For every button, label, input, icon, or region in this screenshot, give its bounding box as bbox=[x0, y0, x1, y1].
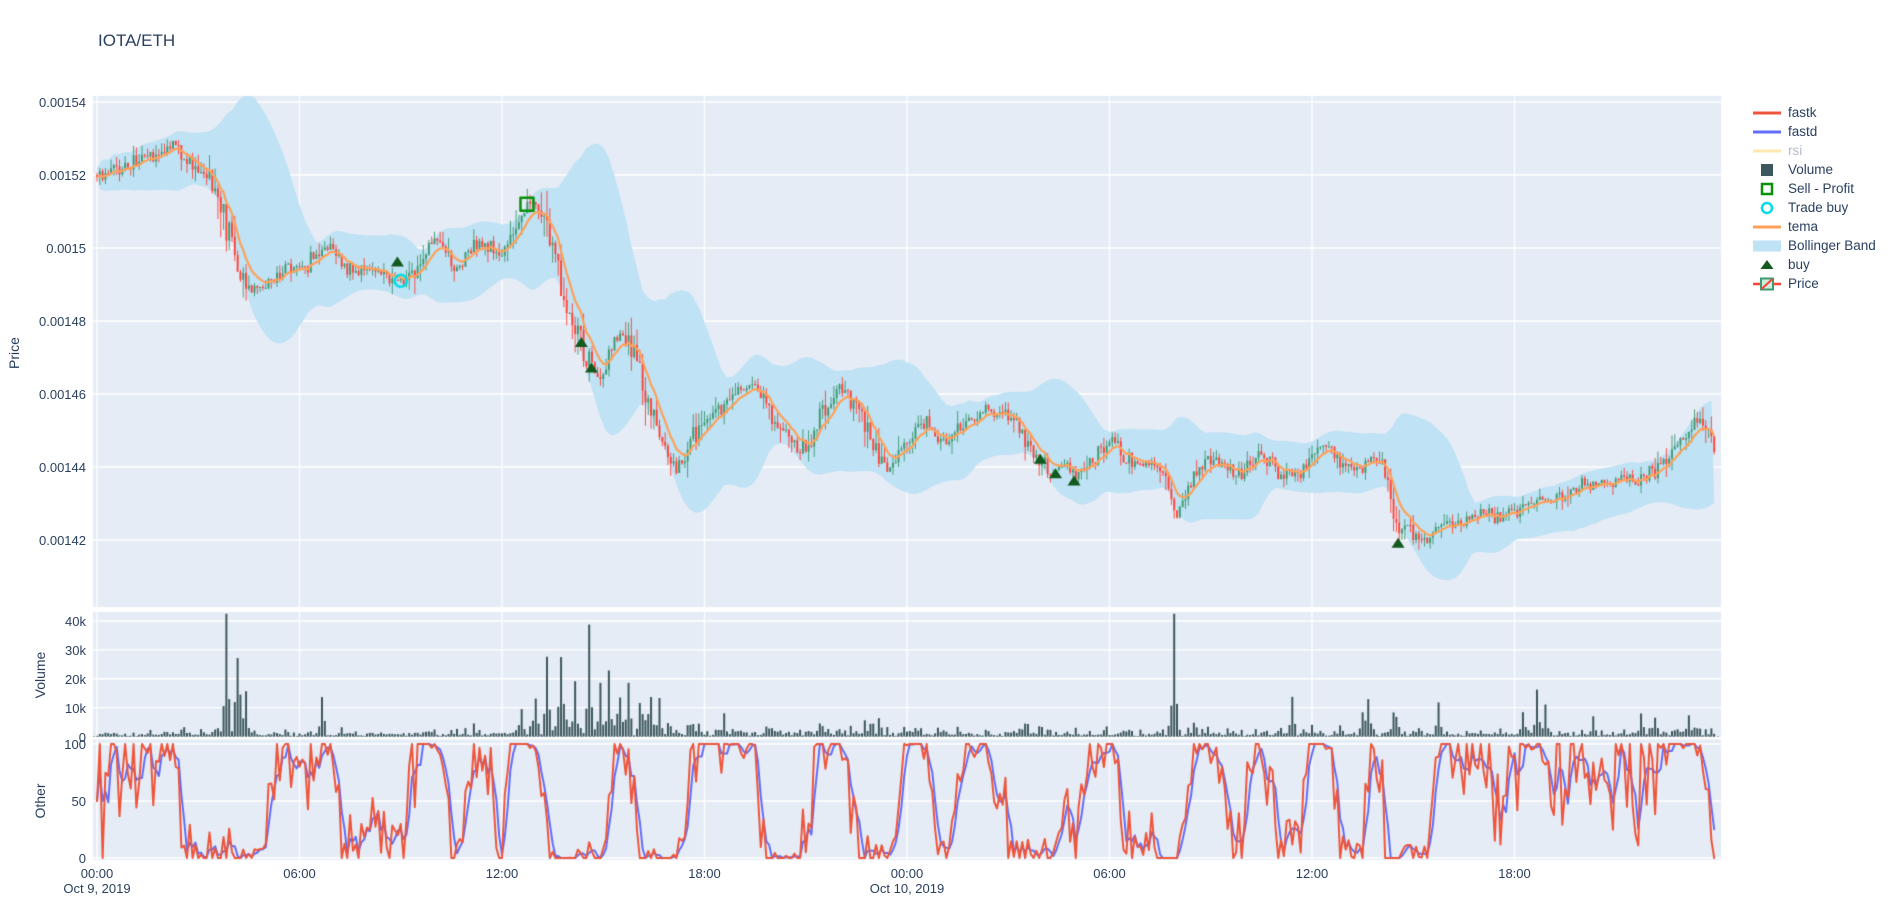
triangle-glyph-icon bbox=[1752, 258, 1782, 272]
volume-y-tick: 20k bbox=[65, 671, 86, 687]
legend-item-trade-buy[interactable]: Trade buy bbox=[1752, 198, 1876, 217]
other-y-tick: 100 bbox=[64, 737, 86, 752]
price-y-tick: 0.00148 bbox=[39, 314, 86, 329]
legend-item-price[interactable]: Price bbox=[1752, 274, 1876, 293]
line-glyph-icon bbox=[1752, 144, 1782, 158]
volume-y-tick: 10k bbox=[65, 700, 86, 716]
open-square-glyph-icon bbox=[1752, 182, 1782, 196]
legend-item-rsi[interactable]: rsi bbox=[1752, 141, 1876, 160]
price-y-tick: 0.00142 bbox=[39, 533, 86, 548]
line-glyph-icon bbox=[1752, 106, 1782, 120]
price-y-tick: 0.00146 bbox=[39, 387, 86, 402]
price-y-tick: 0.0015 bbox=[46, 241, 86, 256]
legend-item-volume[interactable]: Volume bbox=[1752, 160, 1876, 179]
other-y-tick: 0 bbox=[78, 851, 86, 866]
legend-item-fastd[interactable]: fastd bbox=[1752, 122, 1876, 141]
x-time-tick: 00:00 bbox=[80, 866, 114, 881]
page-title: IOTA/ETH bbox=[98, 31, 176, 50]
square-glyph-icon bbox=[1752, 163, 1782, 177]
x-time-tick: 12:00 bbox=[1295, 866, 1329, 881]
price-y-tick: 0.00144 bbox=[39, 460, 86, 475]
x-date-tick: Oct 10, 2019 bbox=[869, 881, 945, 896]
line-glyph-icon bbox=[1752, 125, 1782, 139]
price-y-tick: 0.00154 bbox=[39, 95, 86, 110]
volume-y-tick: 40k bbox=[65, 614, 86, 629]
x-time-tick: 18:00 bbox=[688, 866, 721, 881]
other-y-tick: 50 bbox=[71, 794, 86, 809]
x-time-tick: 00:00 bbox=[890, 866, 924, 881]
price-y-tick: 0.00152 bbox=[39, 168, 86, 183]
x-time-tick: 06:00 bbox=[1093, 866, 1126, 881]
legend-item-tema[interactable]: tema bbox=[1752, 217, 1876, 236]
legend-item-fastk[interactable]: fastk bbox=[1752, 103, 1876, 122]
x-time-tick: 12:00 bbox=[485, 866, 519, 881]
legend: fastk fastd rsi Volume Sell - Profit Tra… bbox=[1752, 103, 1876, 293]
legend-item-buy[interactable]: buy bbox=[1752, 255, 1876, 274]
x-time-tick: 06:00 bbox=[283, 866, 316, 881]
line-glyph-icon bbox=[1752, 220, 1782, 234]
legend-item-bollinger-band[interactable]: Bollinger Band bbox=[1752, 236, 1876, 255]
band-glyph-icon bbox=[1752, 239, 1782, 253]
volume-y-tick: 0 bbox=[78, 729, 86, 745]
volume-y-tick: 30k bbox=[65, 642, 86, 658]
x-date-tick: Oct 9, 2019 bbox=[63, 881, 131, 896]
legend-item-sell-profit[interactable]: Sell - Profit bbox=[1752, 179, 1876, 198]
open-circle-glyph-icon bbox=[1752, 201, 1782, 215]
x-time-tick: 18:00 bbox=[1498, 866, 1531, 881]
candlestick-glyph-icon bbox=[1752, 277, 1782, 291]
